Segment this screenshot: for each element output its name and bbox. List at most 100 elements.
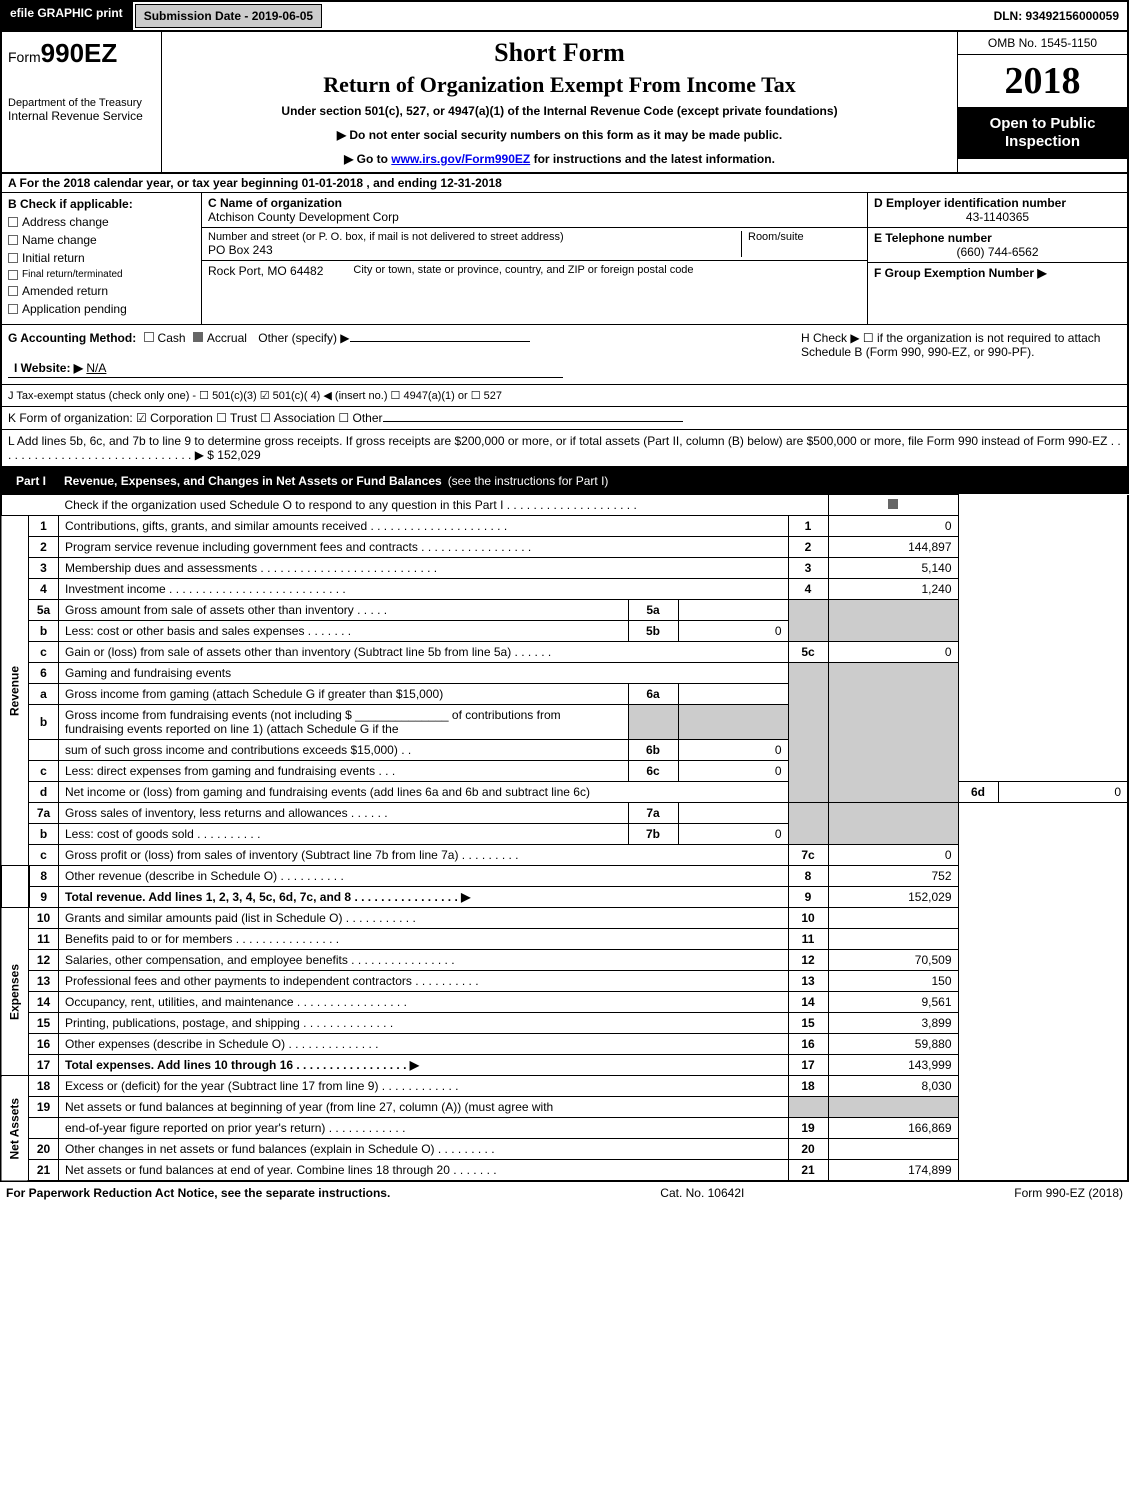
- right-val: [828, 1139, 958, 1160]
- line-no: b: [29, 824, 59, 845]
- footer-right: Form 990-EZ (2018): [1014, 1186, 1123, 1200]
- right-no: 3: [788, 558, 828, 579]
- dln: DLN: 93492156000059: [986, 5, 1127, 27]
- right-val: 752: [828, 866, 958, 887]
- grey-cell: [828, 600, 958, 642]
- right-val: 0: [998, 782, 1128, 803]
- a-end: 12-31-2018: [440, 176, 501, 190]
- right-val: 0: [828, 845, 958, 866]
- line-desc: Printing, publications, postage, and shi…: [59, 1013, 789, 1034]
- c-street-row: Number and street (or P. O. box, if mail…: [202, 228, 867, 261]
- efile-print-button[interactable]: efile GRAPHIC print: [2, 2, 133, 30]
- g-other: Other (specify) ▶: [258, 331, 349, 345]
- header-right: OMB No. 1545-1150 2018 Open to Public In…: [957, 32, 1127, 172]
- sub-no: 5b: [628, 621, 678, 642]
- sub-val: 0: [678, 761, 788, 782]
- i-label: I Website: ▶: [14, 361, 83, 375]
- e-cell: E Telephone number (660) 744-6562: [868, 228, 1127, 263]
- grey-cell: [788, 663, 828, 803]
- e-phone: (660) 744-6562: [874, 245, 1121, 259]
- form-number: Form990EZ: [8, 38, 155, 69]
- h-cell: H Check ▶ ☐ if the organization is not r…: [801, 331, 1121, 378]
- line-desc-bold: Total expenses. Add lines 10 through 16 …: [65, 1058, 419, 1072]
- right-val: 150: [828, 971, 958, 992]
- a-mid: , and ending: [363, 176, 440, 190]
- c-city-row: Rock Port, MO 64482 City or town, state …: [202, 261, 867, 281]
- line-no: 13: [29, 971, 59, 992]
- checkbox-icon: [8, 286, 18, 296]
- line-no: 8: [29, 866, 59, 887]
- sub-no: 6b: [628, 740, 678, 761]
- chk-name-change[interactable]: Name change: [8, 233, 195, 247]
- chk-amended-return[interactable]: Amended return: [8, 284, 195, 298]
- j-text: J Tax-exempt status (check only one) - ☐…: [8, 390, 502, 402]
- top-bar: efile GRAPHIC print Submission Date - 20…: [0, 0, 1129, 32]
- grey-cell: [828, 663, 958, 803]
- irs-link[interactable]: www.irs.gov/Form990EZ: [391, 152, 530, 166]
- part1-check-box[interactable]: [828, 495, 958, 516]
- header-left: Form990EZ Department of the Treasury Int…: [2, 32, 162, 172]
- line-desc: Gaming and fundraising events: [59, 663, 789, 684]
- line-desc: Other revenue (describe in Schedule O) .…: [59, 866, 789, 887]
- checkbox-filled-icon[interactable]: [193, 332, 203, 342]
- right-no: 15: [788, 1013, 828, 1034]
- line-no: b: [29, 621, 59, 642]
- checkbox-icon: [8, 253, 18, 263]
- table-row: b Less: cost or other basis and sales ex…: [1, 621, 1128, 642]
- right-no: 20: [788, 1139, 828, 1160]
- c-name-row: C Name of organization Atchison County D…: [202, 193, 867, 228]
- grey-cell: [788, 1097, 828, 1118]
- g-cell: G Accounting Method: Cash Accrual Other …: [8, 331, 801, 378]
- chk-final-return[interactable]: Final return/terminated: [8, 269, 195, 280]
- right-no: 21: [788, 1160, 828, 1182]
- arrow2-post: for instructions and the latest informat…: [530, 152, 775, 166]
- line-no: [29, 1118, 59, 1139]
- line-no: c: [29, 761, 59, 782]
- right-no: 12: [788, 950, 828, 971]
- part1-check-text: Check if the organization used Schedule …: [59, 495, 789, 516]
- grey-cell: [788, 600, 828, 642]
- sub-val: 0: [678, 824, 788, 845]
- c-street: PO Box 243: [208, 243, 741, 257]
- col-d-f: D Employer identification number 43-1140…: [867, 193, 1127, 324]
- line-no: 6: [29, 663, 59, 684]
- line-desc: Grants and similar amounts paid (list in…: [59, 908, 789, 929]
- line-no: 14: [29, 992, 59, 1013]
- right-no: 13: [788, 971, 828, 992]
- right-no: 19: [788, 1118, 828, 1139]
- table-row: 21 Net assets or fund balances at end of…: [1, 1160, 1128, 1182]
- table-row: end-of-year figure reported on prior yea…: [1, 1118, 1128, 1139]
- checkbox-icon[interactable]: [144, 332, 154, 342]
- row-j: J Tax-exempt status (check only one) - ☐…: [2, 384, 1127, 406]
- line-no: 2: [29, 537, 59, 558]
- chk-address-change[interactable]: Address change: [8, 215, 195, 229]
- line-desc: Gross profit or (loss) from sales of inv…: [59, 845, 789, 866]
- sub-no: 5a: [628, 600, 678, 621]
- table-row: 2 Program service revenue including gove…: [1, 537, 1128, 558]
- c-room-label: Room/suite: [748, 231, 861, 243]
- chk-application-pending[interactable]: Application pending: [8, 302, 195, 316]
- line-no: 17: [29, 1055, 59, 1076]
- line-no: 3: [29, 558, 59, 579]
- c-street-cell: Number and street (or P. O. box, if mail…: [208, 231, 741, 257]
- right-no: 18: [788, 1076, 828, 1097]
- right-val: 166,869: [828, 1118, 958, 1139]
- line-desc: Less: direct expenses from gaming and fu…: [59, 761, 629, 782]
- line-desc: Less: cost or other basis and sales expe…: [59, 621, 629, 642]
- chk-initial-return[interactable]: Initial return: [8, 251, 195, 265]
- line-no: 15: [29, 1013, 59, 1034]
- g-other-line[interactable]: [350, 341, 530, 342]
- g-label: G Accounting Method:: [8, 331, 136, 345]
- c-label: C Name of organization: [208, 196, 861, 210]
- line-desc: Excess or (deficit) for the year (Subtra…: [59, 1076, 789, 1097]
- i-site: N/A: [86, 361, 106, 375]
- right-val: [828, 929, 958, 950]
- line-desc: Other expenses (describe in Schedule O) …: [59, 1034, 789, 1055]
- open-public-2: Inspection: [962, 133, 1123, 151]
- side-expenses: Expenses: [1, 908, 29, 1076]
- line-no: c: [29, 845, 59, 866]
- line-desc: Contributions, gifts, grants, and simila…: [59, 516, 789, 537]
- right-val: 0: [828, 516, 958, 537]
- sub-val: 0: [678, 740, 788, 761]
- table-row: a Gross income from gaming (attach Sched…: [1, 684, 1128, 705]
